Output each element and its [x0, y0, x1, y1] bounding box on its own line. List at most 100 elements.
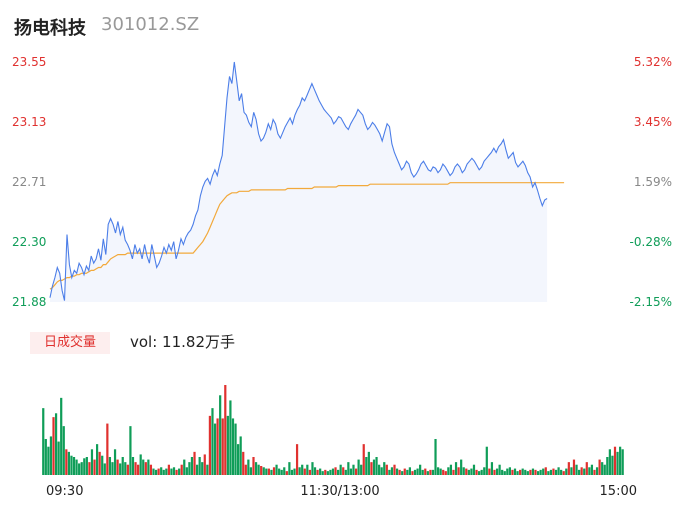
volume-bar: [160, 467, 163, 475]
volume-bar: [460, 459, 463, 475]
volume-bar: [288, 462, 291, 475]
volume-bar: [570, 467, 573, 475]
price-lines: [49, 61, 565, 301]
volume-bar: [103, 463, 106, 475]
volume-bar: [562, 471, 565, 475]
volume-bar: [498, 464, 501, 475]
volume-bar: [542, 468, 545, 475]
volume-bar: [331, 468, 335, 475]
volume-bar: [578, 469, 581, 475]
volume-bar: [126, 464, 129, 475]
volume-bar: [131, 457, 135, 475]
volume-bar: [229, 400, 232, 475]
volume-bar: [549, 469, 553, 475]
volume-bar: [316, 469, 319, 475]
x-tick-label: 11:30/13:00: [300, 484, 379, 499]
volume-bar: [154, 469, 158, 475]
volume-bar: [621, 449, 624, 475]
volume-bar: [606, 457, 609, 475]
volume-tab[interactable]: 日成交量: [30, 332, 110, 354]
volume-bar: [598, 459, 601, 475]
volume-bar: [278, 468, 281, 475]
volume-bar: [319, 468, 322, 475]
volume-bar: [447, 467, 450, 475]
volume-bar: [121, 457, 124, 475]
volume-bar: [44, 439, 47, 475]
volume-bar: [513, 468, 517, 475]
volume-bar: [108, 457, 112, 475]
volume-bar: [144, 462, 147, 475]
volume-bar: [195, 464, 199, 475]
volume-bar: [213, 423, 217, 475]
volume-bar: [337, 469, 340, 475]
volume-bar: [252, 457, 255, 475]
volume-bar: [480, 469, 483, 475]
volume-bar: [508, 467, 511, 475]
volume-bar: [557, 467, 560, 475]
volume-summary: vol: 11.82万手: [130, 332, 235, 352]
y-tick-right: 5.32%: [634, 55, 672, 69]
volume-bar: [403, 468, 406, 475]
y-tick-right: -2.15%: [630, 295, 672, 309]
volume-bar: [454, 462, 458, 475]
x-tick-label: 15:00: [600, 484, 637, 499]
volume-bar: [62, 426, 65, 475]
volume-bar: [475, 469, 478, 475]
volume-bar: [611, 455, 614, 475]
volume-bar: [365, 457, 368, 475]
volume-bar: [424, 468, 427, 475]
volume-bar: [544, 467, 547, 475]
volume-bar: [98, 451, 101, 475]
volume-bar: [444, 471, 447, 475]
volume-bar: [93, 459, 96, 475]
volume-bar: [478, 471, 481, 475]
volume-bar: [321, 471, 324, 475]
volume-bar: [362, 444, 365, 475]
volume-bar: [175, 469, 178, 475]
volume-bar: [465, 468, 468, 475]
volume-bar: [219, 395, 222, 475]
volume-bar: [260, 466, 263, 475]
x-axis: 09:30 11:30/13:00 15:00: [46, 484, 637, 499]
y-tick-right: -0.28%: [630, 235, 672, 249]
volume-bar: [265, 468, 268, 475]
volume-bar: [539, 469, 542, 475]
volume-bar: [457, 467, 460, 475]
volume-bar: [165, 468, 168, 475]
volume-bar: [254, 462, 258, 475]
volume-bar: [590, 464, 594, 475]
volume-bar: [78, 463, 81, 475]
volume-bar: [495, 468, 499, 475]
volume-bar: [198, 457, 201, 475]
volume-bar: [411, 471, 414, 475]
volume-bar: [565, 468, 568, 475]
volume-bar: [421, 469, 424, 475]
y-tick-right: 1.59%: [634, 175, 672, 189]
volume-bar: [426, 471, 429, 475]
volume-bar: [388, 469, 391, 475]
volume-bar: [419, 464, 422, 475]
volume-bar: [390, 467, 394, 475]
volume-unit: 万手: [205, 333, 236, 351]
volume-value: 11.82: [162, 333, 205, 351]
volume-bar: [354, 468, 358, 475]
volume-bar: [324, 469, 327, 475]
volume-bar: [95, 444, 99, 475]
y-tick-left: 23.55: [12, 55, 46, 69]
volume-bar: [57, 441, 60, 475]
volume-bar: [526, 471, 529, 475]
y-axis-left: 23.55 23.13 22.71 22.30 21.88: [12, 55, 46, 309]
volume-bar: [339, 464, 342, 475]
volume-bar: [529, 469, 532, 475]
volume-bar: [285, 471, 288, 475]
volume-bar: [485, 446, 488, 475]
volume-bar: [357, 459, 360, 475]
volume-bar: [162, 469, 165, 475]
volume-bar: [244, 464, 247, 475]
volume-bar: [247, 459, 250, 475]
volume-bar: [111, 462, 114, 475]
volume-bar: [172, 467, 176, 475]
volume-bar: [367, 451, 370, 475]
volume-bar: [521, 468, 524, 475]
volume-bar: [203, 454, 206, 475]
